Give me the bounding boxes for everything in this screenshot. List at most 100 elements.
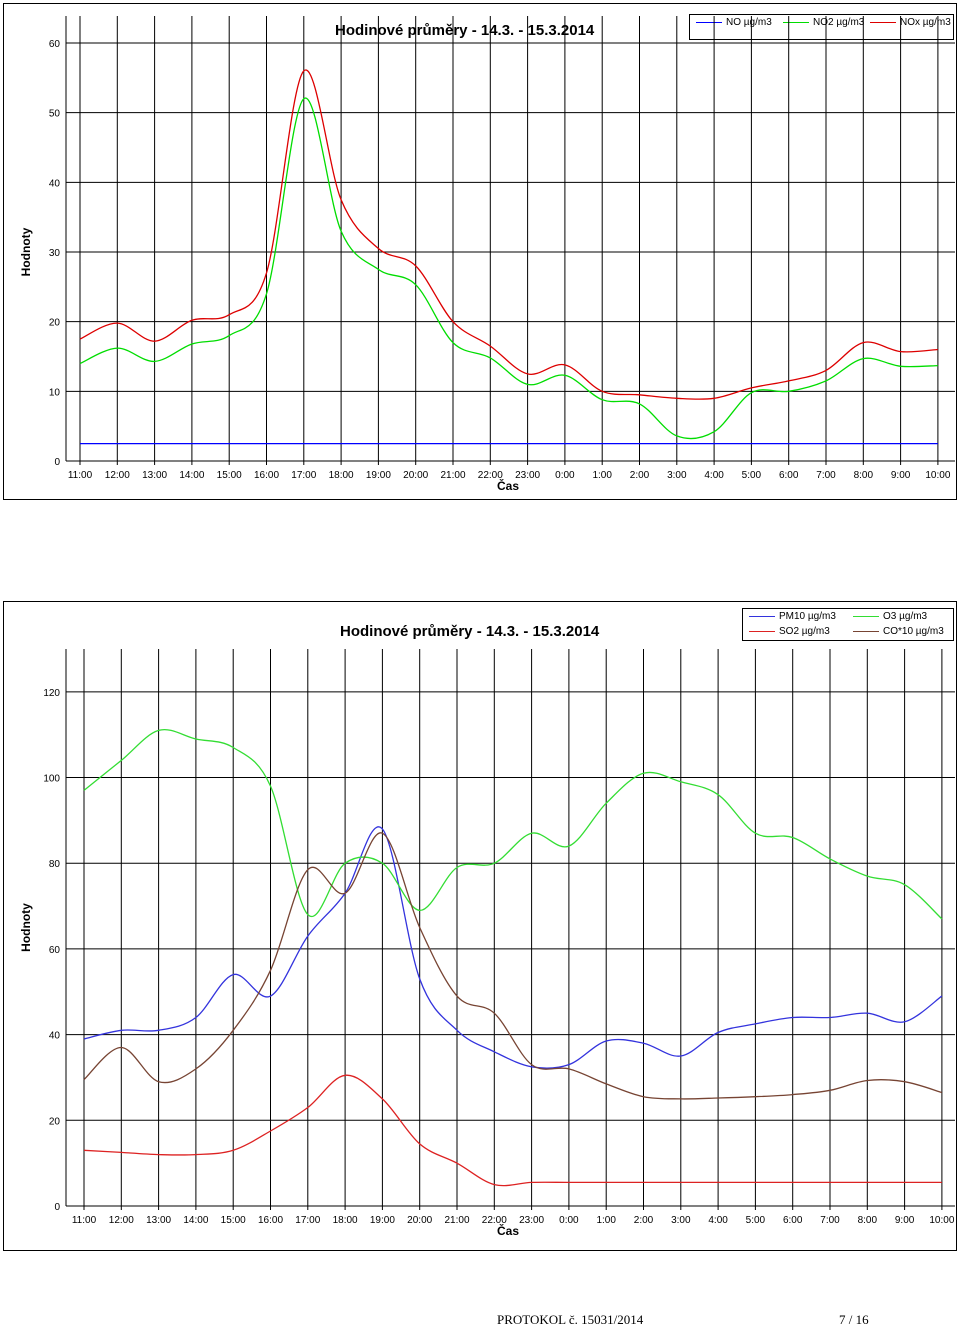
series-line-2: [83, 1074, 942, 1187]
y-tick-label: 30: [49, 248, 61, 259]
legend-label: O3 µg/m3: [883, 611, 928, 622]
chart-legend: PM10 µg/m3 O3 µg/m3 SO2 µg/m3 CO*10 µg/m3: [742, 608, 954, 641]
x-tick-label: 12:00: [109, 1215, 134, 1226]
x-tick-label: 2:00: [634, 1215, 654, 1226]
x-tick-label: 19:00: [370, 1215, 395, 1226]
x-tick-label: 7:00: [820, 1215, 840, 1226]
y-tick-label: 20: [49, 318, 61, 329]
legend-label: PM10 µg/m3: [779, 611, 836, 622]
x-tick-label: 22:00: [482, 1215, 507, 1226]
y-tick-label: 100: [43, 774, 60, 785]
legend-label: NOx µg/m3: [900, 17, 951, 28]
legend-entry: CO*10 µg/m3: [853, 626, 944, 637]
x-tick-label: 2:00: [630, 470, 650, 481]
series-line-2: [79, 69, 938, 400]
y-axis-label: Hodnoty: [19, 903, 33, 952]
x-tick-label: 0:00: [555, 470, 575, 481]
x-axis-label: Čas: [497, 1223, 519, 1238]
x-tick-label: 16:00: [258, 1215, 283, 1226]
page-number: 7 / 16: [839, 1312, 869, 1327]
x-tick-label: 9:00: [895, 1215, 915, 1226]
x-tick-label: 6:00: [783, 1215, 803, 1226]
x-tick-label: 5:00: [742, 470, 762, 481]
y-tick-label: 60: [49, 945, 61, 956]
x-tick-label: 1:00: [592, 470, 612, 481]
y-tick-label: 50: [49, 109, 61, 120]
chart-panel-pm10: Hodinové průměry - 14.3. - 15.3.2014 PM1…: [3, 601, 957, 1251]
legend-swatch: [749, 616, 775, 617]
x-tick-label: 11:00: [68, 470, 93, 481]
legend-swatch: [749, 631, 775, 632]
x-tick-label: 17:00: [291, 470, 316, 481]
x-tick-label: 16:00: [254, 470, 279, 481]
series-line-0: [83, 826, 943, 1069]
x-tick-label: 4:00: [708, 1215, 728, 1226]
series-line-1: [79, 97, 938, 440]
chart-panel-nox: Hodinové průměry - 14.3. - 15.3.2014 NO …: [3, 3, 957, 500]
x-tick-label: 6:00: [779, 470, 799, 481]
x-tick-label: 15:00: [221, 1215, 246, 1226]
chart-title: Hodinové průměry - 14.3. - 15.3.2014: [335, 22, 595, 39]
y-axis-label: Hodnoty: [19, 227, 33, 276]
x-tick-label: 21:00: [440, 470, 465, 481]
x-tick-label: 18:00: [329, 470, 354, 481]
legend-swatch: [853, 631, 879, 632]
x-tick-label: 20:00: [407, 1215, 432, 1226]
x-tick-label: 13:00: [142, 470, 167, 481]
x-tick-label: 5:00: [746, 1215, 766, 1226]
x-tick-label: 23:00: [515, 470, 540, 481]
y-tick-label: 60: [49, 39, 61, 50]
x-tick-label: 0:00: [559, 1215, 579, 1226]
legend-swatch: [696, 22, 722, 23]
y-tick-label: 40: [49, 178, 61, 189]
x-tick-label: 13:00: [146, 1215, 171, 1226]
legend-entry: NO µg/m3: [696, 17, 772, 28]
x-tick-label: 8:00: [858, 1215, 878, 1226]
legend-label: SO2 µg/m3: [779, 626, 830, 637]
x-tick-label: 14:00: [183, 1215, 208, 1226]
x-tick-label: 10:00: [925, 470, 950, 481]
x-tick-label: 15:00: [217, 470, 242, 481]
x-tick-label: 17:00: [295, 1215, 320, 1226]
legend-label: CO*10 µg/m3: [883, 626, 944, 637]
y-tick-label: 40: [49, 1031, 61, 1042]
legend-entry: PM10 µg/m3: [749, 611, 836, 622]
y-tick-label: 120: [43, 688, 60, 699]
legend-swatch: [870, 22, 896, 23]
x-tick-label: 12:00: [105, 470, 130, 481]
legend-label: NO2 µg/m3: [813, 17, 865, 28]
x-tick-label: 4:00: [704, 470, 724, 481]
x-tick-label: 3:00: [671, 1215, 691, 1226]
chart-plot: 0 20 40 60 80 100 120 11:00 12:00 13:00 14:00 15:00…: [19, 649, 955, 1238]
series-line-3: [83, 832, 943, 1100]
y-tick-label: 80: [49, 859, 61, 870]
x-tick-label: 1:00: [596, 1215, 616, 1226]
x-tick-label: 3:00: [667, 470, 687, 481]
legend-label: NO µg/m3: [726, 17, 772, 28]
legend-entry: SO2 µg/m3: [749, 626, 830, 637]
legend-swatch: [853, 616, 879, 617]
x-tick-label: 10:00: [929, 1215, 954, 1226]
x-tick-label: 11:00: [72, 1215, 97, 1226]
x-tick-label: 14:00: [179, 470, 204, 481]
x-tick-label: 7:00: [816, 470, 836, 481]
legend-entry: NO2 µg/m3: [783, 17, 864, 28]
y-tick-label: 10: [49, 387, 61, 398]
y-tick-label: 20: [49, 1116, 61, 1127]
x-tick-label: 22:00: [478, 470, 503, 481]
x-tick-label: 20:00: [403, 470, 428, 481]
x-tick-label: 8:00: [854, 470, 874, 481]
chart-legend: NO µg/m3 NO2 µg/m3 NOx µg/m3: [689, 14, 954, 40]
legend-entry: O3 µg/m3: [853, 611, 927, 622]
x-tick-label: 18:00: [333, 1215, 358, 1226]
chart-plot: 0 10 20 30 40 50 60 11:00 12:00 13:00 14:00 15:00 16…: [19, 16, 955, 493]
x-tick-label: 23:00: [519, 1215, 544, 1226]
legend-swatch: [783, 22, 809, 23]
protocol-number: PROTOKOL č. 15031/2014: [497, 1312, 644, 1327]
chart-title: Hodinové průměry - 14.3. - 15.3.2014: [340, 623, 600, 640]
x-tick-label: 19:00: [366, 470, 391, 481]
x-tick-label: 9:00: [891, 470, 911, 481]
y-tick-label: 0: [54, 1202, 60, 1213]
x-tick-label: 21:00: [444, 1215, 469, 1226]
x-axis-label: Čas: [497, 478, 519, 493]
